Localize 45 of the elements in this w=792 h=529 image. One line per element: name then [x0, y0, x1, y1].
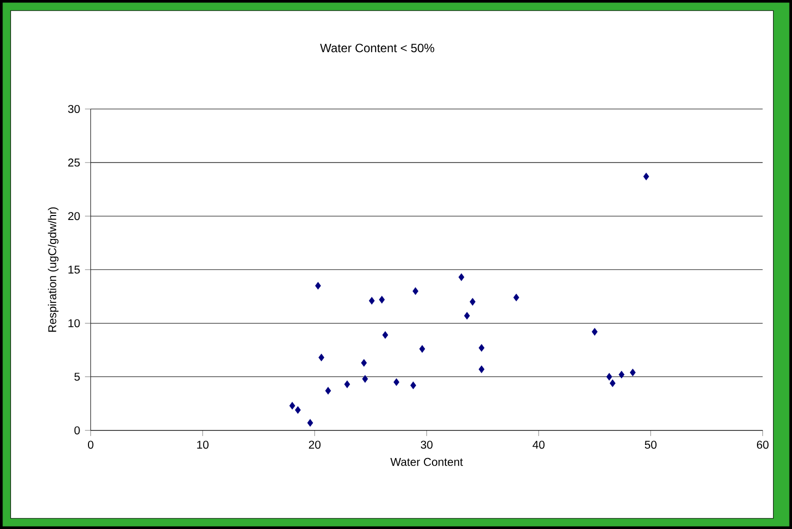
point: [379, 296, 385, 304]
point: [394, 378, 400, 386]
y-tick-label: 30: [68, 104, 80, 114]
point: [592, 328, 598, 336]
x-tick-label: 20: [308, 440, 321, 449]
point: [458, 273, 464, 281]
point: [368, 296, 375, 304]
point: [618, 370, 624, 378]
y-tick-label: 10: [68, 319, 80, 328]
chart-title: Water Content < 50%: [320, 44, 434, 52]
point: [643, 172, 650, 180]
y-tick-label: 0: [74, 426, 80, 434]
point: [307, 419, 314, 427]
y-tick-label: 5: [74, 372, 80, 381]
x-axis-title: Water Content: [390, 458, 463, 466]
x-tick-label: 40: [532, 440, 545, 449]
point: [606, 373, 612, 381]
point: [630, 368, 636, 376]
x-tick-label: 10: [197, 440, 209, 449]
point: [610, 379, 616, 387]
point: [513, 294, 520, 302]
y-tick-label: 20: [68, 212, 80, 220]
point: [382, 331, 388, 339]
x-tick-label: 0: [88, 440, 94, 449]
y-axis-title: Respiration (ugC/gdw/hr): [48, 207, 58, 332]
point: [361, 359, 367, 367]
point: [478, 366, 484, 374]
point: [289, 402, 296, 410]
y-tick-label: 25: [68, 158, 80, 167]
point: [412, 287, 418, 295]
point: [410, 382, 416, 390]
point: [478, 344, 484, 352]
y-tick-label: 15: [68, 266, 80, 274]
x-tick-label: 50: [644, 440, 657, 449]
point: [470, 298, 476, 306]
x-tick-label: 30: [420, 440, 433, 449]
point: [464, 312, 470, 320]
x-tick-label: 60: [756, 440, 769, 449]
point: [419, 345, 426, 353]
point: [325, 386, 331, 394]
point: [318, 354, 324, 362]
point: [315, 282, 321, 290]
point: [344, 380, 350, 388]
point: [362, 375, 368, 383]
point: [295, 406, 301, 414]
